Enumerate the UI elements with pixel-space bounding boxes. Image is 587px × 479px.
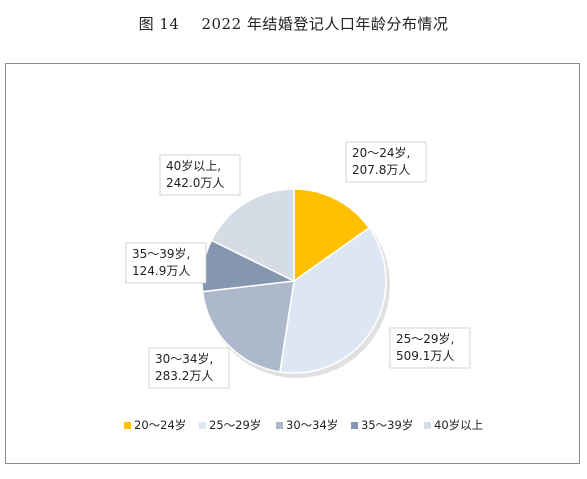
data-labels: 20～24岁, 207.8万人 25～29岁, 509.1万人 30～34岁, 283.2… <box>125 141 471 389</box>
figure-title: 图 14 2022 年结婚登记人口年龄分布情况 <box>0 13 587 34</box>
figure-number: 图 14 <box>138 15 180 33</box>
data-label-box-3 <box>148 347 230 389</box>
legend-label-4: 35～39岁 <box>361 418 413 432</box>
data-label-1-line-2: 207.8万人 <box>352 163 410 177</box>
legend-swatch-3 <box>276 422 283 429</box>
data-label-2-line-2: 509.1万人 <box>396 349 454 363</box>
data-label-box-5 <box>159 154 241 196</box>
pie-slices <box>201 188 390 378</box>
data-label-box-2 <box>389 327 471 369</box>
legend-label-5: 40岁以上 <box>434 418 483 432</box>
data-label-box-1 <box>345 141 427 183</box>
data-label-4-line-1: 35～39岁, <box>132 246 190 261</box>
data-label-4-line-2: 124.9万人 <box>132 264 190 278</box>
data-label-5-line-1: 40岁以上, <box>166 158 221 173</box>
pie-slice-5 <box>210 188 295 283</box>
pie-slice-3 <box>201 280 295 373</box>
legend-label-2: 25～29岁 <box>209 418 261 432</box>
data-label-3-line-1: 30～34岁, <box>155 351 213 366</box>
legend-swatch-5 <box>424 422 431 429</box>
legend-swatch-4 <box>351 422 358 429</box>
data-label-box-4 <box>125 242 207 284</box>
data-label-5-line-2: 242.0万人 <box>166 176 224 190</box>
data-label-1-line-1: 20～24岁, <box>352 145 410 160</box>
legend-label-1: 20～24岁 <box>134 418 186 432</box>
pie-slice-2 <box>279 226 387 374</box>
pie-slice-1 <box>293 188 371 283</box>
data-label-3-line-2: 283.2万人 <box>155 369 213 383</box>
legend-swatch-1 <box>124 422 131 429</box>
legend-swatch-2 <box>199 422 206 429</box>
data-label-2-line-1: 25～29岁, <box>396 331 454 346</box>
figure-title-text: 2022 年结婚登记人口年龄分布情况 <box>201 15 449 33</box>
legend-label-3: 30～34岁 <box>286 418 338 432</box>
legend: 20～24岁 25～29岁 30～34岁 35～39岁 40岁以上 <box>124 418 483 432</box>
